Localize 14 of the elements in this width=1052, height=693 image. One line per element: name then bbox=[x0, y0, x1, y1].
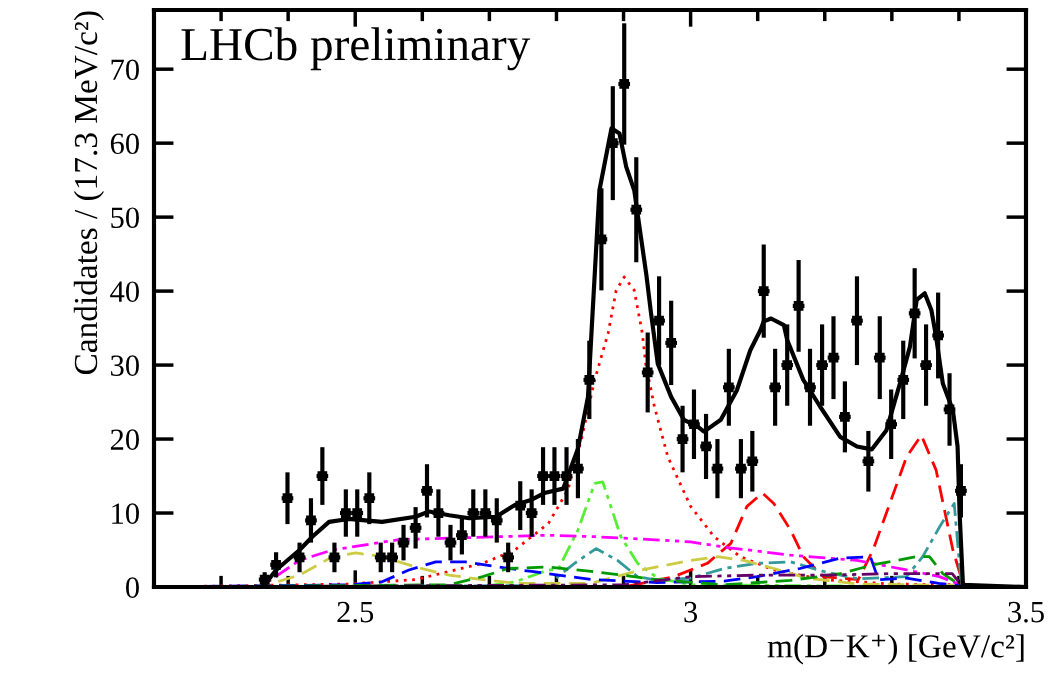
y-tick-label: 60 bbox=[110, 133, 139, 155]
y-tick-label: 10 bbox=[112, 503, 139, 524]
y-tick-label: 30 bbox=[111, 355, 139, 376]
x-tick-label: 3 bbox=[684, 601, 698, 623]
y-tick-label: 20 bbox=[110, 429, 139, 450]
y-tick-label: 40 bbox=[110, 281, 139, 302]
annotation: LHCb preliminary bbox=[181, 27, 531, 71]
x-tick-label: 3.5 bbox=[1008, 601, 1044, 623]
y-tick-label: 0 bbox=[126, 577, 139, 598]
x-axis-title: m(D⁻K⁺) [GeV/c²] bbox=[767, 634, 1024, 665]
x-tick-label: 2.5 bbox=[337, 601, 374, 623]
y-tick-label: 70 bbox=[111, 59, 139, 81]
y-tick-label: 50 bbox=[111, 207, 139, 229]
y-axis-title: Candidates / (17.3 MeV/c²) bbox=[73, 11, 104, 375]
